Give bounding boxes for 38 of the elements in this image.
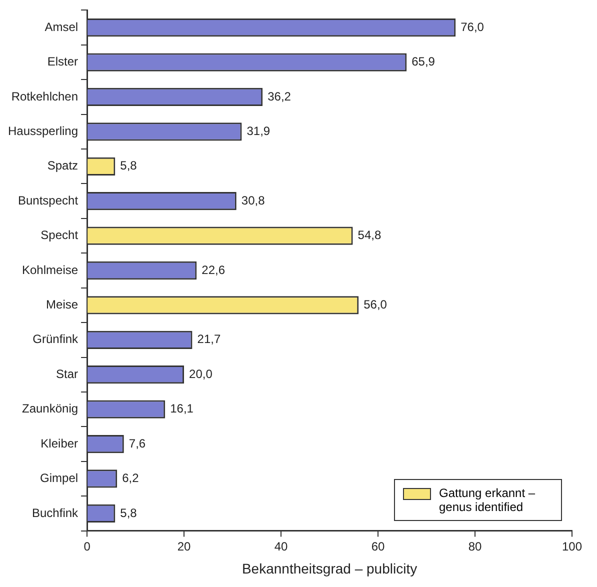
x-axis-title: Bekanntheitsgrad – publicity [242, 560, 418, 576]
data-label: 76,0 [460, 20, 484, 34]
x-tick-label: 60 [371, 539, 386, 554]
data-label: 5,8 [120, 158, 138, 173]
data-label: 54,8 [358, 228, 382, 242]
data-label: 16,1 [170, 402, 194, 416]
y-tick-label: Buntspecht [18, 193, 79, 208]
y-tick-label: Spatz [47, 158, 78, 173]
data-label: 22,6 [202, 262, 226, 277]
data-label: 36,2 [268, 89, 292, 104]
y-tick-label: Elster [47, 54, 78, 69]
legend-label: Gattung erkannt – genus identified [439, 486, 536, 514]
data-label: 6,2 [122, 471, 140, 486]
data-label: 7,6 [128, 436, 146, 450]
data-label: 30,8 [241, 193, 266, 208]
data-label: 31,9 [246, 124, 270, 138]
y-tick-label: Kleiber [40, 436, 78, 450]
x-tick-label: 20 [177, 539, 192, 554]
y-tick-label: Buchfink [32, 506, 80, 520]
y-tick-label: Haussperling [8, 124, 78, 138]
x-tick-label: 0 [84, 539, 91, 554]
y-tick-label: Meise [46, 298, 78, 312]
data-label: 20,0 [189, 366, 213, 381]
y-tick-label: Kohlmeise [22, 262, 78, 277]
y-tick-label: Amsel [44, 20, 78, 34]
data-label: 5,8 [120, 506, 138, 520]
y-tick-label: Grünfink [32, 332, 80, 346]
y-tick-label: Gimpel [40, 471, 78, 486]
y-tick-label: Zaunkönig [22, 402, 78, 416]
data-label: 65,9 [412, 54, 436, 69]
x-tick-label: 80 [468, 539, 482, 554]
x-tick-label: 40 [274, 539, 288, 554]
y-tick-label: Specht [40, 228, 79, 242]
data-label: 56,0 [364, 298, 388, 312]
y-tick-label: Rotkehlchen [11, 89, 78, 104]
y-tick-label: Star [56, 366, 78, 381]
x-tick-label: 100 [562, 539, 582, 554]
data-label: 21,7 [197, 332, 221, 346]
